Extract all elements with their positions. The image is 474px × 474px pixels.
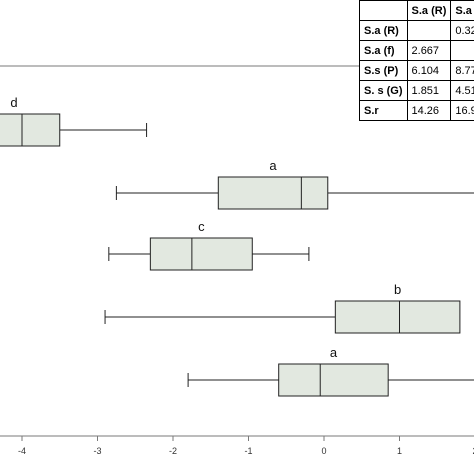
table-cell: 2.667 bbox=[406, 40, 452, 61]
table-row: S. s (G) 1.851 4.517 bbox=[359, 80, 474, 101]
x-tick-label: -3 bbox=[93, 446, 101, 456]
box bbox=[334, 300, 461, 334]
table-row: S.r 14.26 16.92 bbox=[359, 100, 474, 121]
x-tick-label: -1 bbox=[244, 446, 252, 456]
table-header-row: S.a (R) S.a (f bbox=[359, 0, 474, 21]
box-group: d a c b a bbox=[0, 95, 474, 397]
significance-letter: a bbox=[269, 158, 277, 173]
box bbox=[0, 113, 61, 147]
box bbox=[149, 237, 253, 271]
table-row-label: S.s (P) bbox=[359, 60, 408, 81]
table-row-label: S.a (f) bbox=[359, 40, 408, 61]
box bbox=[278, 363, 389, 397]
significance-letter: d bbox=[10, 95, 17, 110]
table-cell: 1.851 bbox=[406, 80, 452, 101]
table-cell bbox=[406, 20, 452, 41]
table-cell: 6.104 bbox=[406, 60, 452, 81]
table-cell bbox=[450, 40, 474, 61]
significance-letter: a bbox=[330, 345, 338, 360]
significance-letter: c bbox=[198, 219, 205, 234]
table-cell: 16.92 bbox=[450, 100, 474, 121]
table-header-cell: S.a (R) bbox=[406, 0, 452, 21]
table-cell: 0.325 bbox=[450, 20, 474, 41]
table-cell: 14.26 bbox=[406, 100, 452, 121]
x-tick-label: -2 bbox=[169, 446, 177, 456]
table-row: S.a (R) 0.325 bbox=[359, 20, 474, 41]
table-header-cell bbox=[359, 0, 408, 21]
table-row: S.a (f) 2.667 bbox=[359, 40, 474, 61]
table-cell: 4.517 bbox=[450, 80, 474, 101]
x-tick-label: -4 bbox=[18, 446, 26, 456]
x-tick-label: 0 bbox=[321, 446, 326, 456]
box bbox=[217, 176, 329, 210]
table-cell: 8.771 bbox=[450, 60, 474, 81]
comparison-table: S.a (R) S.a (f S.a (R) 0.325 S.a (f) 2.6… bbox=[359, 0, 474, 121]
significance-letter: b bbox=[394, 282, 401, 297]
x-tick-label: 2 bbox=[472, 446, 474, 456]
x-axis: -4 -3 -2 -1 0 1 2 bbox=[0, 435, 474, 456]
table-row-label: S.a (R) bbox=[359, 20, 408, 41]
table-row-label: S.r bbox=[359, 100, 408, 121]
table-row: S.s (P) 6.104 8.771 bbox=[359, 60, 474, 81]
table-row-label: S. s (G) bbox=[359, 80, 408, 101]
x-tick-label: 1 bbox=[397, 446, 402, 456]
table-header-cell: S.a (f bbox=[450, 0, 474, 21]
